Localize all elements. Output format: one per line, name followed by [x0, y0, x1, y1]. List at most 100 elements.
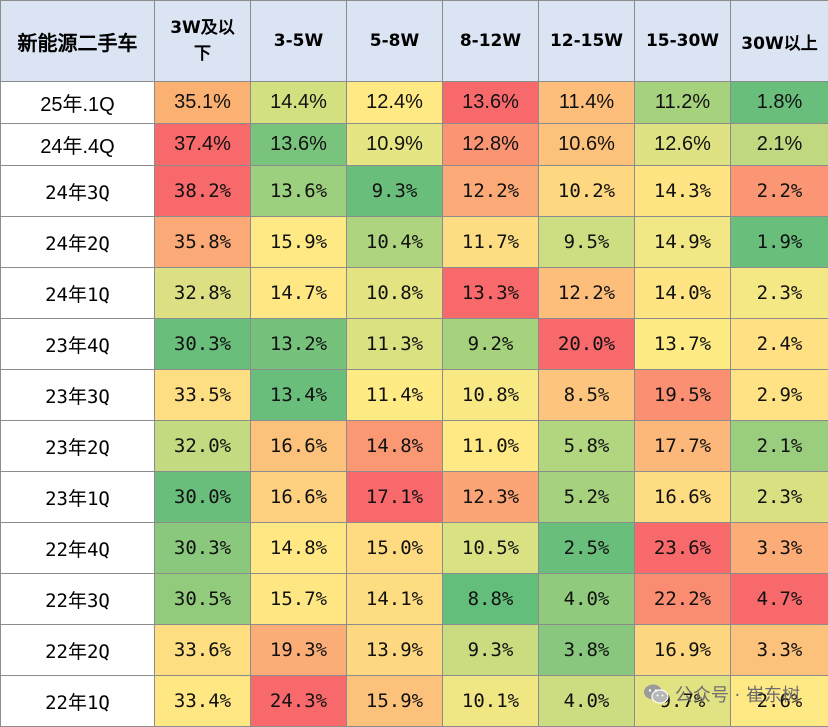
- data-cell: 12.8%: [443, 124, 539, 166]
- data-cell: 4.0%: [539, 676, 635, 727]
- data-cell: 32.0%: [155, 421, 251, 472]
- column-header-4: 12-15W: [539, 1, 635, 82]
- data-cell: 14.4%: [251, 82, 347, 124]
- data-cell: 19.3%: [251, 625, 347, 676]
- data-cell: 2.6%: [731, 676, 828, 727]
- data-cell: 13.6%: [251, 124, 347, 166]
- data-cell: 16.6%: [251, 472, 347, 523]
- column-header-6: 30W以上: [731, 1, 828, 82]
- data-cell: 23.6%: [635, 523, 731, 574]
- data-cell: 10.4%: [347, 217, 443, 268]
- data-cell: 30.3%: [155, 319, 251, 370]
- data-cell: 12.3%: [443, 472, 539, 523]
- data-cell: 24.3%: [251, 676, 347, 727]
- row-label: 22年2Q: [1, 625, 155, 676]
- data-cell: 3.8%: [539, 625, 635, 676]
- data-cell: 9.5%: [539, 217, 635, 268]
- data-cell: 2.5%: [539, 523, 635, 574]
- data-cell: 16.9%: [635, 625, 731, 676]
- row-label: 22年1Q: [1, 676, 155, 727]
- data-cell: 30.5%: [155, 574, 251, 625]
- data-cell: 3.3%: [731, 625, 828, 676]
- data-cell: 30.3%: [155, 523, 251, 574]
- row-label: 24年3Q: [1, 166, 155, 217]
- data-cell: 10.9%: [347, 124, 443, 166]
- data-cell: 4.0%: [539, 574, 635, 625]
- data-cell: 15.7%: [251, 574, 347, 625]
- data-cell: 1.9%: [731, 217, 828, 268]
- data-cell: 10.5%: [443, 523, 539, 574]
- data-cell: 10.6%: [539, 124, 635, 166]
- data-cell: 4.7%: [731, 574, 828, 625]
- row-label: 24年2Q: [1, 217, 155, 268]
- data-cell: 2.3%: [731, 472, 828, 523]
- data-cell: 2.4%: [731, 319, 828, 370]
- data-cell: 10.1%: [443, 676, 539, 727]
- data-cell: 14.0%: [635, 268, 731, 319]
- data-cell: 11.4%: [539, 82, 635, 124]
- column-header-0: 3W及以下: [155, 1, 251, 82]
- data-cell: 14.3%: [635, 166, 731, 217]
- data-cell: 38.2%: [155, 166, 251, 217]
- data-cell: 8.5%: [539, 370, 635, 421]
- data-cell: 14.1%: [347, 574, 443, 625]
- data-cell: 15.0%: [347, 523, 443, 574]
- column-header-5: 15-30W: [635, 1, 731, 82]
- row-label: 23年2Q: [1, 421, 155, 472]
- row-label: 25年.1Q: [1, 82, 155, 124]
- data-cell: 13.4%: [251, 370, 347, 421]
- row-label: 23年3Q: [1, 370, 155, 421]
- data-cell: 5.8%: [539, 421, 635, 472]
- data-cell: 20.0%: [539, 319, 635, 370]
- data-cell: 2.1%: [731, 124, 828, 166]
- data-cell: 35.1%: [155, 82, 251, 124]
- data-cell: 10.2%: [539, 166, 635, 217]
- column-header-2: 5-8W: [347, 1, 443, 82]
- data-cell: 12.6%: [635, 124, 731, 166]
- data-cell: 11.3%: [347, 319, 443, 370]
- data-cell: 2.2%: [731, 166, 828, 217]
- data-cell: 19.5%: [635, 370, 731, 421]
- data-cell: 9.3%: [347, 166, 443, 217]
- data-cell: 11.2%: [635, 82, 731, 124]
- column-header-3: 8-12W: [443, 1, 539, 82]
- data-cell: 1.8%: [731, 82, 828, 124]
- row-label: 23年4Q: [1, 319, 155, 370]
- data-cell: 13.7%: [635, 319, 731, 370]
- row-label: 22年3Q: [1, 574, 155, 625]
- data-cell: 14.9%: [635, 217, 731, 268]
- data-cell: 13.2%: [251, 319, 347, 370]
- data-cell: 32.8%: [155, 268, 251, 319]
- data-cell: 12.2%: [539, 268, 635, 319]
- data-cell: 9.2%: [443, 319, 539, 370]
- data-cell: 14.8%: [251, 523, 347, 574]
- data-cell: 3.3%: [731, 523, 828, 574]
- data-cell: 5.2%: [539, 472, 635, 523]
- data-cell: 33.5%: [155, 370, 251, 421]
- data-cell: 30.0%: [155, 472, 251, 523]
- data-cell: 9.3%: [443, 625, 539, 676]
- row-label: 24年.4Q: [1, 124, 155, 166]
- data-cell: 2.3%: [731, 268, 828, 319]
- row-label: 23年1Q: [1, 472, 155, 523]
- data-cell: 10.8%: [347, 268, 443, 319]
- data-cell: 11.7%: [443, 217, 539, 268]
- data-cell: 33.4%: [155, 676, 251, 727]
- data-cell: 15.9%: [347, 676, 443, 727]
- data-cell: 12.2%: [443, 166, 539, 217]
- data-cell: 17.1%: [347, 472, 443, 523]
- data-cell: 13.9%: [347, 625, 443, 676]
- data-cell: 35.8%: [155, 217, 251, 268]
- data-cell: 13.6%: [251, 166, 347, 217]
- data-cell: 33.6%: [155, 625, 251, 676]
